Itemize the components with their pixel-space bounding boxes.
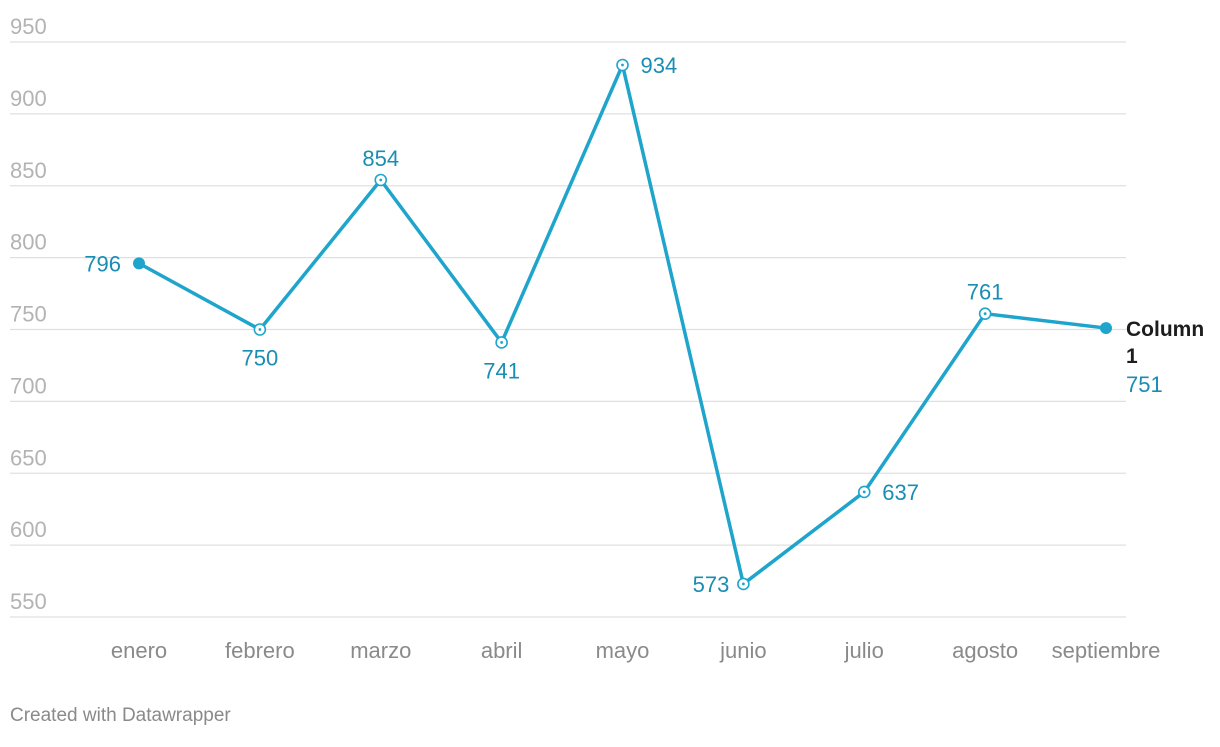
credit-text: Created with Datawrapper bbox=[10, 705, 231, 726]
y-tick-label-800: 800 bbox=[10, 230, 47, 255]
data-label-febrero: 750 bbox=[242, 346, 279, 371]
x-tick-label-septiembre: septiembre bbox=[1052, 638, 1161, 663]
x-tick-label-abril: abril bbox=[481, 638, 523, 663]
y-tick-label-900: 900 bbox=[10, 86, 47, 111]
x-tick-label-enero: enero bbox=[111, 638, 167, 663]
data-point-dot-mayo bbox=[621, 63, 624, 67]
x-tick-label-marzo: marzo bbox=[350, 638, 411, 663]
y-tick-label-650: 650 bbox=[10, 445, 47, 470]
x-tick-label-agosto: agosto bbox=[952, 638, 1018, 663]
y-tick-label-700: 700 bbox=[10, 373, 47, 398]
data-label-mayo: 934 bbox=[641, 53, 678, 78]
y-tick-label-750: 750 bbox=[10, 302, 47, 327]
data-label-abril: 741 bbox=[483, 358, 520, 383]
x-tick-label-mayo: mayo bbox=[596, 638, 650, 663]
x-tick-label-junio: junio bbox=[719, 638, 766, 663]
y-tick-label-600: 600 bbox=[10, 517, 47, 542]
data-point-septiembre bbox=[1100, 322, 1112, 335]
y-tick-label-950: 950 bbox=[10, 14, 47, 39]
data-point-enero bbox=[133, 257, 145, 270]
data-label-junio: 573 bbox=[693, 572, 730, 597]
data-label-julio: 637 bbox=[882, 480, 919, 505]
y-tick-label-550: 550 bbox=[10, 589, 47, 614]
y-tick-label-850: 850 bbox=[10, 158, 47, 183]
x-tick-label-julio: julio bbox=[844, 638, 884, 663]
data-point-dot-julio bbox=[862, 490, 866, 494]
x-tick-label-febrero: febrero bbox=[225, 638, 295, 663]
data-point-dot-febrero bbox=[258, 328, 262, 331]
data-label-agosto: 761 bbox=[967, 280, 1004, 305]
data-label-marzo: 854 bbox=[362, 146, 399, 171]
series-line-column-1 bbox=[137, 63, 1108, 586]
data-point-dot-abril bbox=[500, 341, 504, 344]
series-label-column-1: Column 1 bbox=[1126, 318, 1204, 368]
data-label-enero: 796 bbox=[84, 251, 121, 276]
data-point-dot-marzo bbox=[379, 178, 383, 182]
data-point-dot-junio bbox=[741, 582, 745, 586]
data-point-dot-agosto bbox=[983, 312, 987, 316]
data-label-septiembre: 751 bbox=[1126, 372, 1163, 397]
